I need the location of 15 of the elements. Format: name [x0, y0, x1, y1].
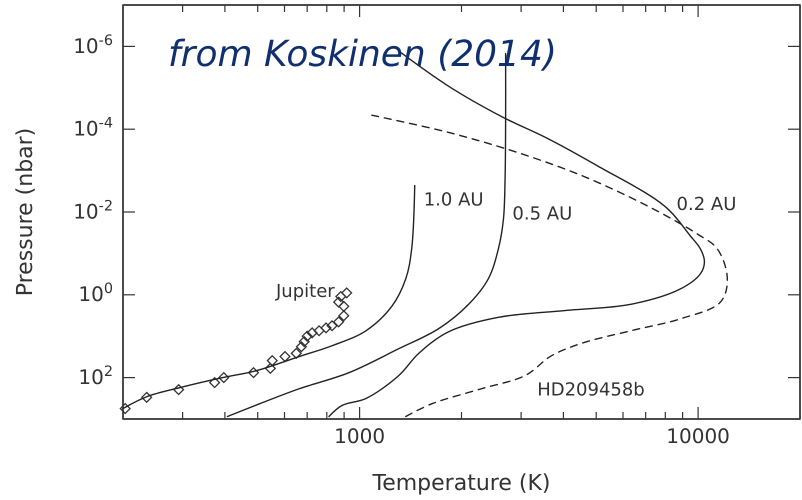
- y-tick-label: 10$^{0}$: [78, 281, 113, 306]
- series-label: Jupiter: [275, 280, 336, 302]
- x-axis-title: Temperature (K): [372, 471, 550, 496]
- y-axis-title: Pressure (nbar): [13, 128, 38, 296]
- x-tick-label: 10000: [666, 424, 730, 448]
- series-label: 0.2 AU: [676, 194, 736, 216]
- series-label: 1.0 AU: [424, 190, 484, 211]
- series-label: HD209458b: [537, 380, 645, 401]
- y-tick-label: 10$^{-4}$: [73, 116, 113, 141]
- series-label: 0.5 AU: [512, 203, 572, 224]
- y-tick-label: 10$^{-6}$: [73, 32, 113, 58]
- y-tick-label: 10$^{-2}$: [73, 198, 113, 224]
- x-tick-label: 1000: [334, 424, 386, 448]
- y-tick-label: 10$^{2}$: [78, 364, 113, 389]
- annotation: from Koskinen (2014): [168, 34, 557, 75]
